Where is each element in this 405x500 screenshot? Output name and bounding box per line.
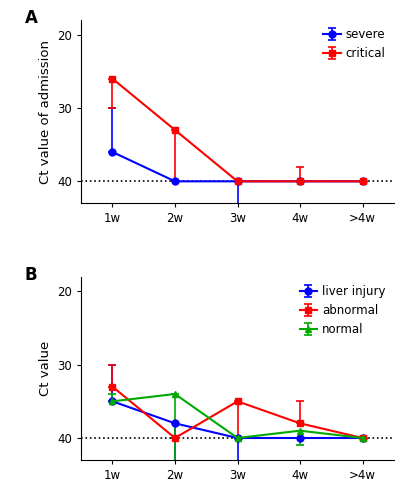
Y-axis label: Ct value: Ct value [38, 340, 51, 396]
Text: A: A [25, 9, 38, 27]
Y-axis label: Ct value of admission: Ct value of admission [38, 40, 51, 184]
Legend: severe, critical: severe, critical [320, 26, 387, 63]
Text: B: B [25, 266, 37, 283]
Legend: liver injury, abnormal, normal: liver injury, abnormal, normal [296, 282, 387, 338]
